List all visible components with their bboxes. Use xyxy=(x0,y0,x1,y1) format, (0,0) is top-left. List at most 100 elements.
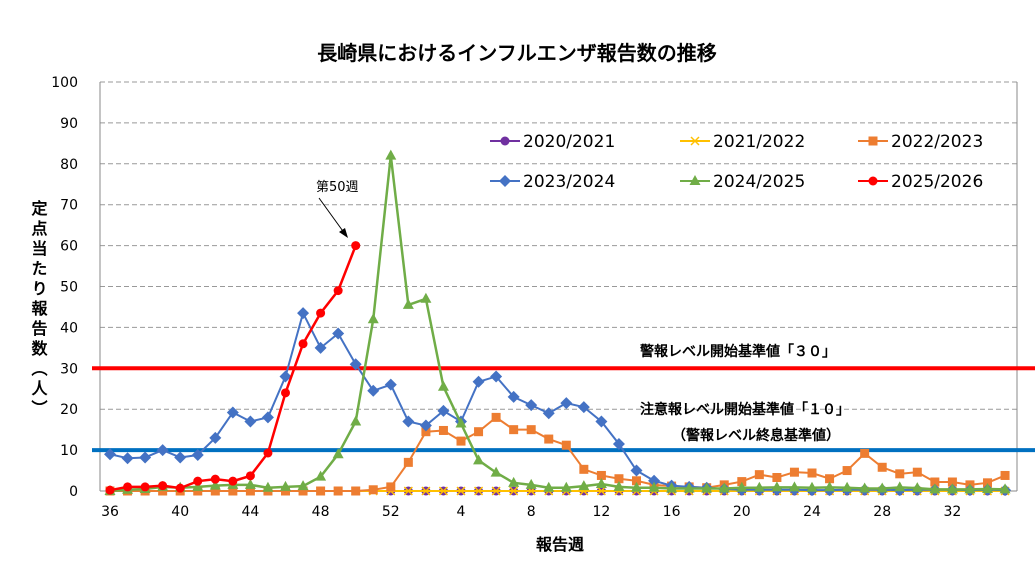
data-point xyxy=(613,480,625,491)
series-2025-2026 xyxy=(105,241,361,495)
legend: 2020/2021 2021/2022 2022/2023 2023/2024 2024… xyxy=(490,132,983,192)
legend-marker xyxy=(499,175,511,187)
data-point xyxy=(859,482,871,493)
x-tick-label: 20 xyxy=(733,504,751,520)
y-tick-label: 30 xyxy=(60,361,78,377)
data-point xyxy=(542,407,555,420)
data-point xyxy=(579,464,589,474)
data-point xyxy=(226,406,239,419)
legend-label: 2022/2023 xyxy=(891,132,983,152)
x-axis-label: 報告週 xyxy=(536,535,584,554)
data-point xyxy=(421,486,431,496)
data-point xyxy=(947,477,957,487)
data-point xyxy=(631,481,642,492)
data-point xyxy=(244,415,257,428)
data-point xyxy=(895,469,905,479)
legend-label: 2023/2024 xyxy=(523,172,615,192)
threshold-label-alarm: 警報レベル開始基準値「３０」 xyxy=(640,343,836,360)
data-point xyxy=(263,448,273,458)
data-point xyxy=(367,313,379,324)
y-tick-label: 70 xyxy=(60,198,78,214)
data-point xyxy=(946,483,958,494)
data-point xyxy=(438,425,448,435)
y-axis-ticks: 0 10 20 30 40 50 60 70 80 90 100 xyxy=(51,75,78,500)
data-point xyxy=(561,440,571,450)
data-point xyxy=(999,483,1011,494)
data-point xyxy=(771,481,783,492)
data-point xyxy=(666,482,678,493)
data-point xyxy=(491,486,501,496)
data-point xyxy=(578,480,590,491)
data-point xyxy=(701,482,713,493)
data-point xyxy=(472,375,485,388)
data-point xyxy=(860,448,870,458)
data-point xyxy=(455,417,467,428)
data-point xyxy=(648,474,661,487)
y-tick-label: 0 xyxy=(69,484,78,500)
legend-marker xyxy=(868,176,878,186)
data-point xyxy=(228,486,238,496)
y-tick-label: 40 xyxy=(60,320,78,336)
data-point xyxy=(193,476,203,486)
y-tick-label: 100 xyxy=(51,75,78,91)
data-point xyxy=(193,486,203,496)
data-point xyxy=(508,476,520,487)
data-point xyxy=(507,390,520,403)
y-tick-label: 80 xyxy=(60,157,78,173)
x-marker-stroke xyxy=(509,486,519,496)
annotation: 第50週 xyxy=(316,180,359,238)
y-tick-label: 10 xyxy=(60,443,78,459)
data-point xyxy=(332,448,344,459)
legend-marker xyxy=(690,136,700,146)
annotation-arrow xyxy=(318,197,346,235)
x-marker-stroke xyxy=(474,486,484,496)
legend-label: 2025/2026 xyxy=(891,172,983,192)
data-point xyxy=(648,481,660,492)
data-point xyxy=(912,467,922,477)
data-point xyxy=(403,486,413,496)
data-point xyxy=(788,481,800,492)
series-line xyxy=(109,310,1006,492)
legend-label: 2024/2025 xyxy=(713,172,805,192)
data-point xyxy=(349,358,362,371)
data-point xyxy=(474,427,484,437)
legend-label: 2020/2021 xyxy=(523,132,615,152)
data-point xyxy=(261,411,274,424)
data-point xyxy=(825,474,835,484)
data-point xyxy=(807,468,817,478)
data-point xyxy=(298,339,308,349)
legend-marker xyxy=(868,136,878,146)
data-point xyxy=(210,474,220,484)
data-point xyxy=(314,341,327,354)
data-point xyxy=(174,451,187,464)
data-point xyxy=(403,457,413,467)
data-point xyxy=(156,444,169,457)
data-point xyxy=(841,481,853,492)
data-point xyxy=(525,478,537,489)
data-point xyxy=(718,482,730,493)
annotation-label: 第50週 xyxy=(316,180,359,195)
threshold-label-warning: 注意報レベル開始基準値「１０」 xyxy=(640,401,850,418)
data-point xyxy=(596,486,606,496)
data-point xyxy=(104,448,116,461)
data-point xyxy=(245,486,255,496)
legend-item: 2024/2025 xyxy=(680,172,805,192)
data-point xyxy=(437,380,449,391)
legend-item: 2023/2024 xyxy=(490,172,615,192)
x-marker-stroke xyxy=(456,486,466,496)
data-point xyxy=(368,485,378,495)
data-point xyxy=(754,470,764,480)
data-point xyxy=(456,436,466,446)
chart-title: 長崎県におけるインフルエンザ報告数の推移 xyxy=(317,41,716,65)
data-point xyxy=(560,481,572,492)
data-point xyxy=(333,286,343,296)
data-point xyxy=(595,415,608,428)
data-point xyxy=(982,482,993,493)
data-point xyxy=(316,486,326,496)
legend-item: 2021/2022 xyxy=(680,132,805,152)
threshold-lines: 警報レベル開始基準値「３０」注意報レベル開始基準値「１０」 （警報レベル終息基準値… xyxy=(92,343,1035,453)
legend-label: 2021/2022 xyxy=(713,132,805,152)
x-marker-stroke xyxy=(690,136,700,146)
